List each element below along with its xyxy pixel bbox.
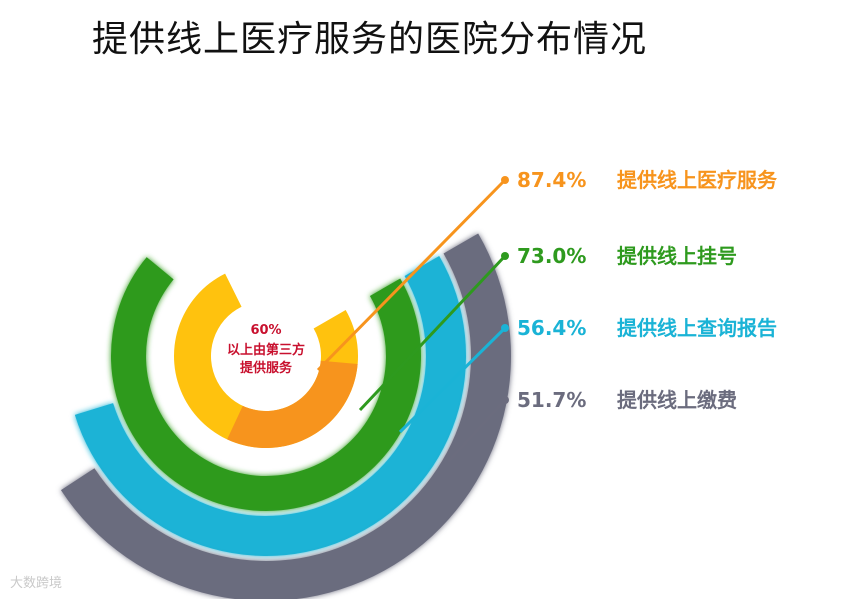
leader-line-3 [398, 326, 507, 434]
series-label-3: 提供线上查询报告 [617, 316, 777, 340]
leader-line-2 [358, 254, 507, 412]
value-label-4: 51.7% [517, 388, 586, 412]
series-label-1: 提供线上医疗服务 [617, 168, 778, 192]
ring-4 [60, 233, 511, 599]
inner-ring-highlight [227, 360, 358, 449]
leader-dot-3 [501, 324, 509, 332]
series-label-2: 提供线上挂号 [617, 244, 737, 268]
ring-2 [111, 257, 421, 512]
leader-line-4 [446, 398, 507, 464]
rings-group [60, 233, 511, 599]
leader-dot-1 [501, 176, 509, 184]
value-label-1: 87.4% [517, 168, 586, 192]
value-label-2: 73.0% [517, 244, 586, 268]
center-text-line-1: 以上由第三方 [227, 342, 305, 358]
leader-dot-2 [501, 252, 509, 260]
center-value: 60% [250, 323, 281, 338]
leader-dot-4 [501, 396, 509, 404]
leaders-group [316, 176, 509, 464]
leader-line-1 [316, 178, 507, 372]
labels-group: 87.4% 提供线上医疗服务 73.0% 提供线上挂号 56.4% 提供线上查询报告 51.… [517, 168, 778, 412]
watermark: 大数跨境 [10, 576, 63, 591]
center-text-line-2: 提供服务 [240, 360, 293, 376]
value-label-3: 56.4% [517, 316, 586, 340]
ring-3 [74, 256, 466, 556]
series-label-4: 提供线上缴费 [617, 388, 737, 412]
chart-title: 提供线上医疗服务的医院分布情况 [92, 19, 648, 60]
